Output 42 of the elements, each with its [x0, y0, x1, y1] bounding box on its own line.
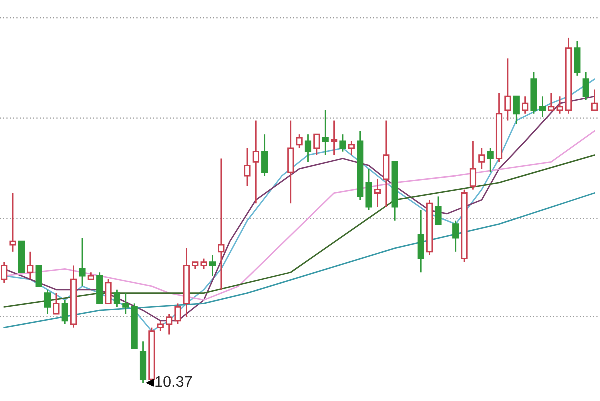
candlestick [209, 254, 216, 277]
candlestick [487, 148, 494, 174]
candlestick [218, 158, 225, 291]
candlestick [166, 313, 173, 336]
candlestick [27, 251, 34, 280]
candlestick [435, 196, 442, 226]
candlestick [1, 262, 8, 284]
candlestick [556, 96, 564, 115]
candlestick [62, 300, 68, 326]
candlestick [53, 292, 60, 315]
candlestick [10, 192, 16, 253]
candlestick [582, 72, 590, 101]
candlestick [374, 178, 382, 208]
candlestick [122, 292, 130, 315]
candlestick [262, 134, 268, 177]
candlestick [478, 148, 486, 170]
candlestick [244, 148, 251, 188]
candlestick [79, 237, 86, 288]
candlestick [174, 302, 182, 326]
candlestick [591, 89, 598, 112]
candlestick [513, 96, 520, 125]
candlestick [522, 96, 529, 115]
candlestick [296, 134, 303, 150]
candlestick [44, 289, 52, 315]
candlestick [348, 140, 355, 156]
candlestick [539, 96, 546, 118]
candlestick [314, 134, 320, 156]
candlestick [200, 258, 208, 270]
annotation: 10.37 [156, 376, 192, 388]
candlestick [252, 120, 260, 204]
candlestick [452, 220, 460, 253]
candlestick [340, 134, 346, 153]
candlestick [105, 278, 112, 304]
candlestick [504, 58, 512, 122]
candlestick [470, 140, 477, 190]
candlestick [157, 320, 164, 332]
candlestick [322, 110, 329, 156]
candlestick [36, 265, 42, 288]
candlestick [304, 134, 312, 163]
candlestick [114, 289, 121, 308]
candlestick [548, 92, 555, 112]
candlestick [331, 120, 338, 156]
